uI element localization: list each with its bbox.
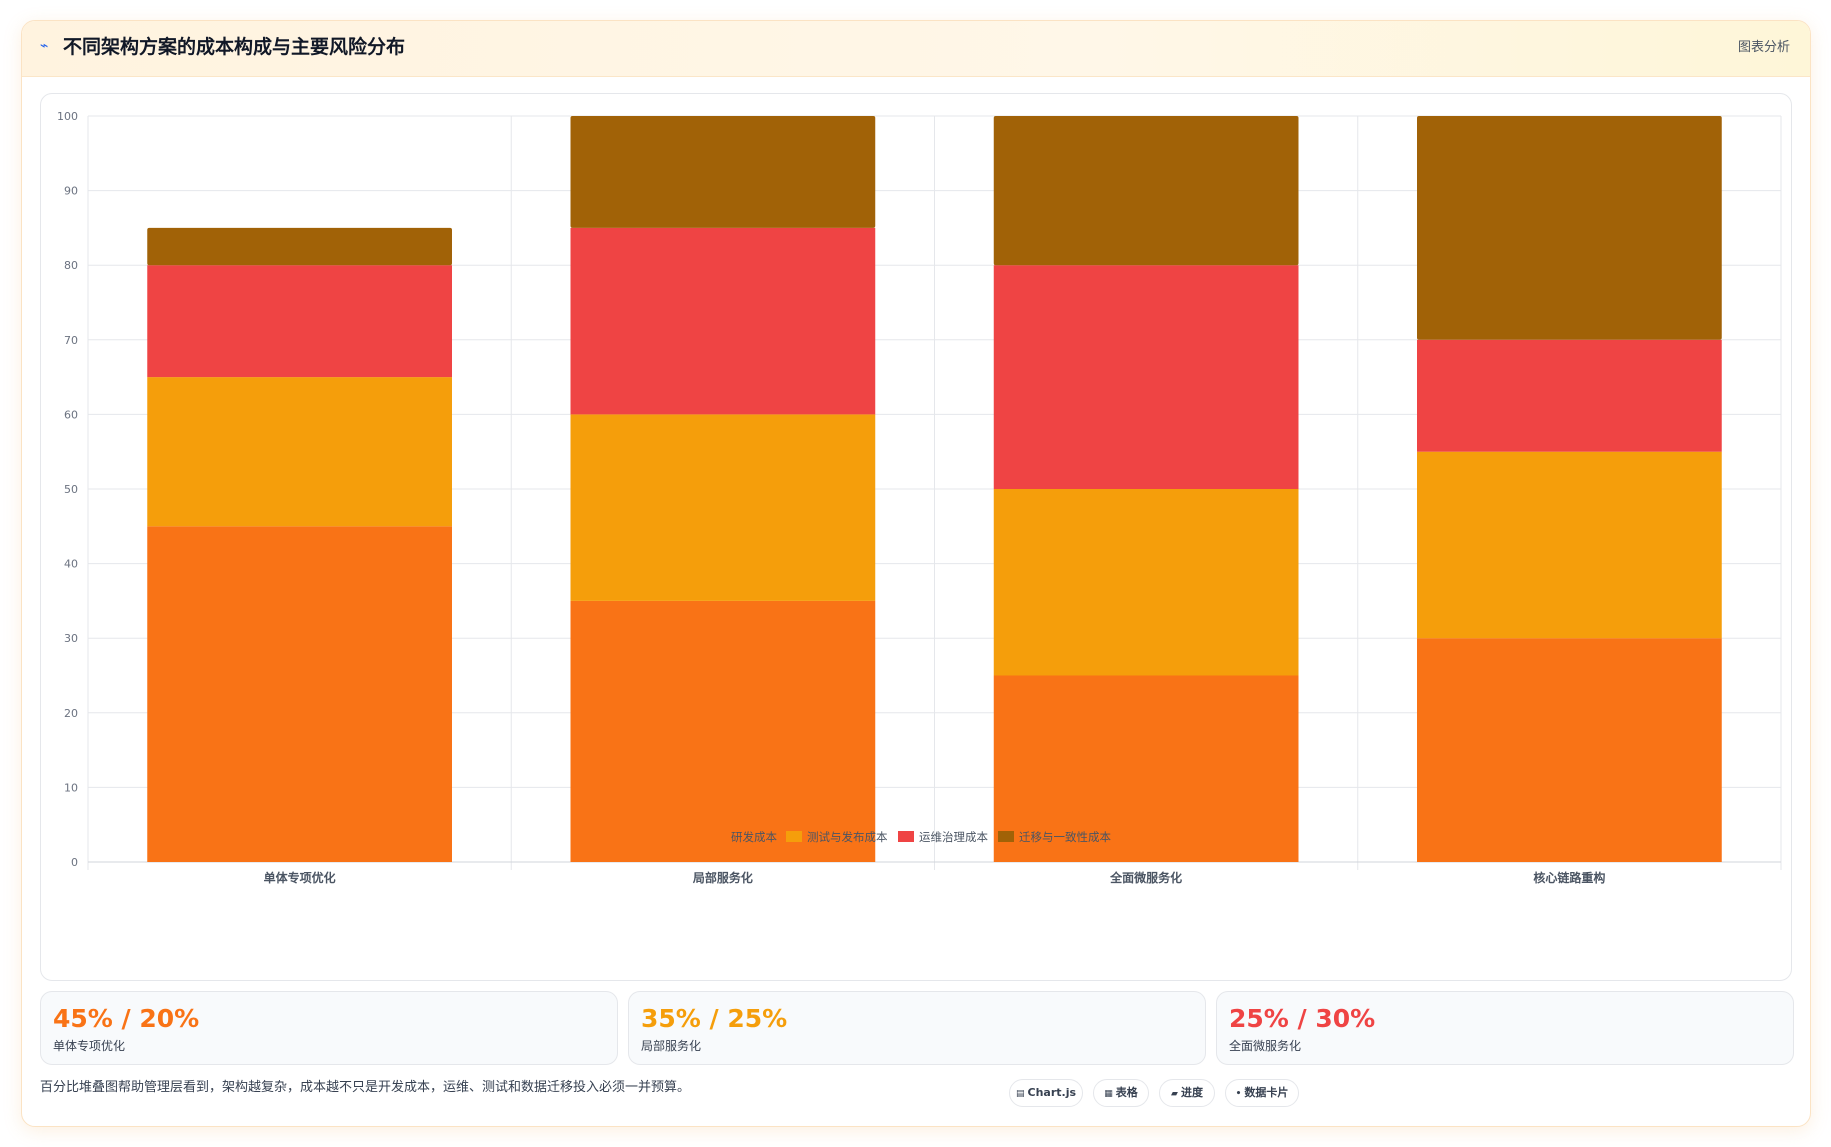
legend-label: 测试与发布成本 — [807, 830, 888, 844]
bar-segment — [570, 116, 876, 228]
x-tick-label: 单体专项优化 — [264, 870, 336, 885]
legend-swatch — [998, 831, 1014, 842]
footer-note: 百分比堆叠图帮助管理层看到，架构越复杂，成本越不只是开发成本，运维、测试和数据迁… — [40, 1080, 691, 1095]
chart-card: ⌁ 不同架构方案的成本构成与主要风险分布 图表分析 0 10 20 30 40 50 60 7… — [21, 20, 1811, 1127]
x-tick-label: 局部服务化 — [693, 870, 753, 885]
y-tick-label: 90 — [64, 185, 78, 198]
tag-progress[interactable]: ▰ 进度 — [1159, 1079, 1215, 1107]
bar-segment — [147, 227, 452, 266]
bar-segment — [570, 600, 876, 862]
bar-segment — [570, 414, 876, 601]
card-header: ⌁ 不同架构方案的成本构成与主要风险分布 图表分析 — [22, 21, 1810, 77]
tag-label: 表格 — [1115, 1086, 1138, 1099]
bar-segment — [993, 116, 1299, 266]
chart-icon: ▤ — [1015, 1089, 1025, 1099]
legend-label: 研发成本 — [731, 830, 777, 844]
stat-value: 35% / 25% — [641, 1004, 788, 1033]
y-tick-label: 70 — [64, 334, 78, 347]
bar-segment — [1417, 451, 1722, 639]
card-title: 不同架构方案的成本构成与主要风险分布 — [63, 36, 406, 58]
stat-card-3: 25% / 30% 全面微服务化 — [1216, 991, 1794, 1065]
stat-value: 25% / 30% — [1229, 1004, 1376, 1033]
stat-value: 45% / 20% — [53, 1004, 200, 1033]
tag-label: Chart.js — [1027, 1086, 1077, 1099]
table-icon: ▦ — [1104, 1089, 1113, 1099]
stat-label: 局部服务化 — [641, 1039, 702, 1053]
progress-icon: ▰ — [1171, 1089, 1178, 1099]
y-tick-label: 0 — [71, 856, 78, 869]
y-tick-label: 10 — [64, 781, 78, 794]
tag-data-card[interactable]: • 数据卡片 — [1225, 1079, 1299, 1107]
y-tick-label: 60 — [64, 408, 78, 421]
bar-segment — [147, 265, 452, 378]
legend-label: 运维治理成本 — [919, 830, 988, 844]
stat-label: 单体专项优化 — [53, 1039, 126, 1053]
bar-segment — [993, 265, 1299, 489]
bar-segment — [147, 526, 452, 862]
legend-label: 迁移与一致性成本 — [1019, 830, 1111, 844]
chart-container: 0 10 20 30 40 50 60 70 80 90 100 单体专项优化 局部服务化 全面微服务化 核… — [40, 93, 1792, 981]
bar-segment — [1417, 339, 1722, 452]
tag-label: 数据卡片 — [1244, 1086, 1289, 1099]
y-tick-label: 80 — [64, 259, 78, 272]
tag-table[interactable]: ▦ 表格 — [1093, 1079, 1149, 1107]
stat-label: 全面微服务化 — [1229, 1039, 1302, 1053]
y-tick-label: 50 — [64, 483, 78, 496]
stat-card-2: 35% / 25% 局部服务化 — [628, 991, 1206, 1065]
x-tick-label: 全面微服务化 — [1109, 870, 1182, 885]
y-tick-label: 40 — [64, 558, 78, 571]
y-tick-label: 30 — [64, 632, 78, 645]
bar-segment — [993, 489, 1299, 676]
bar-segment — [570, 227, 876, 415]
bar-segment — [1417, 638, 1722, 862]
legend-swatch — [786, 831, 802, 842]
legend-swatch — [898, 831, 914, 842]
y-tick-label: 20 — [64, 707, 78, 720]
legend-swatch — [710, 831, 726, 842]
bar-segment — [1417, 116, 1722, 340]
chart-analysis-link[interactable]: 图表分析 — [1737, 40, 1790, 55]
stat-card-1: 45% / 20% 单体专项优化 — [40, 991, 618, 1065]
tag-label: 进度 — [1180, 1086, 1203, 1099]
x-tick-label: 核心链路重构 — [1533, 870, 1605, 885]
trend-line-icon: ⌁ — [40, 38, 49, 54]
stacked-bar-chart: 0 10 20 30 40 50 60 70 80 90 100 单体专项优化 局部服务化 全面微服务化 核… — [57, 110, 1782, 885]
tag-chartjs[interactable]: ▤ Chart.js — [1009, 1079, 1083, 1107]
stat-cards: 45% / 20% 单体专项优化 35% / 25% 局部服务化 25% / 3… — [40, 991, 1794, 1065]
bar-segment — [993, 675, 1299, 862]
bar-segment — [147, 377, 452, 527]
card-icon: • — [1235, 1089, 1242, 1099]
y-tick-label: 100 — [57, 110, 78, 123]
